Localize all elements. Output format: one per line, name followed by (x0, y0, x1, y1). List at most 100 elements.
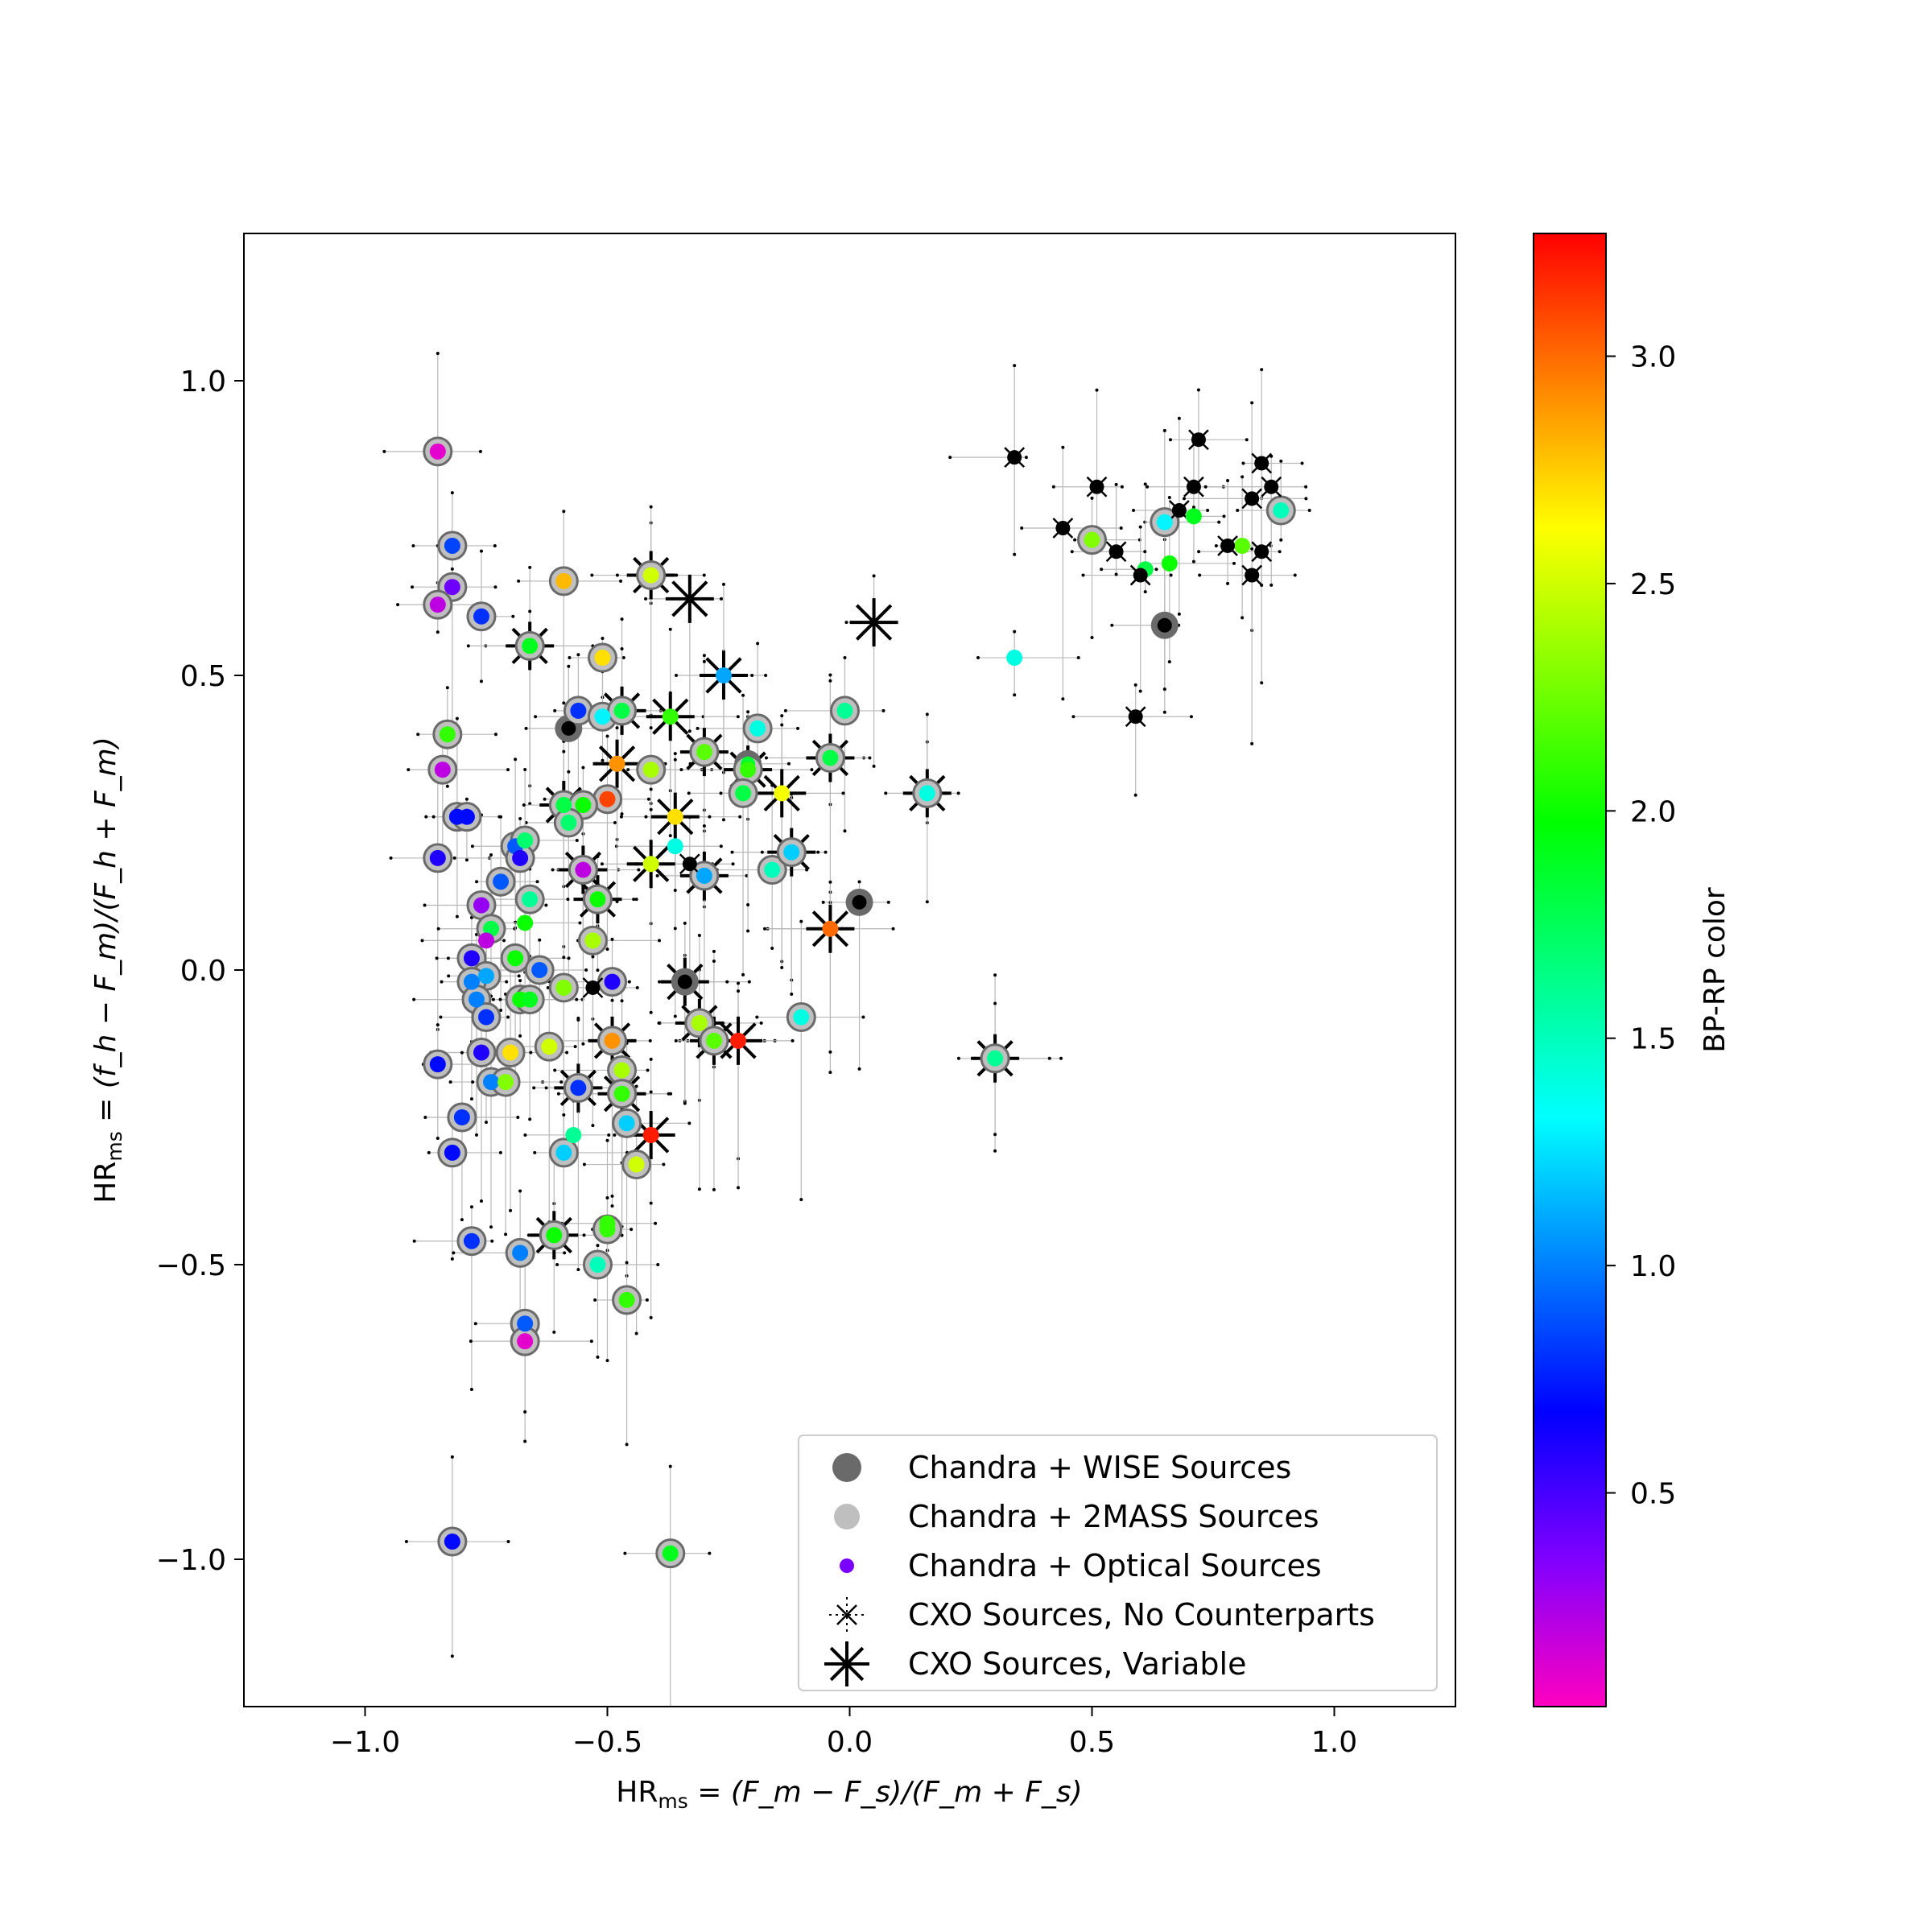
2mass-source-color-dot (439, 726, 456, 743)
2mass-source-color-dot (642, 762, 659, 778)
2mass-source-color-dot (429, 597, 446, 613)
wise-source-color-dot (1157, 617, 1172, 633)
optical-source-marker (667, 838, 683, 855)
no-counterpart-dot (1128, 709, 1143, 724)
legend-2mass-icon (834, 1504, 860, 1530)
no-counterpart-dot (1254, 544, 1269, 559)
2mass-source-color-dot (429, 443, 446, 460)
2mass-source-color-dot (517, 1315, 534, 1332)
2mass-source-color-dot (584, 932, 601, 949)
colorbar-tick-label: 3.0 (1630, 341, 1676, 374)
2mass-source-color-dot (555, 1144, 572, 1161)
error-bar (1214, 479, 1244, 585)
x-axis-label: HRms = (F_m − F_s)/(F_m + F_s) (616, 1776, 1082, 1813)
optical-source-marker (1185, 508, 1202, 525)
no-counterpart-dot (1171, 503, 1187, 518)
2mass-source-color-dot (613, 1062, 630, 1079)
no-counterpart-dot (1007, 450, 1022, 465)
2mass-source-color-dot (502, 1044, 519, 1061)
x-tick-label: 1.0 (1311, 1726, 1357, 1759)
colorbar-tick-label: 0.5 (1630, 1478, 1676, 1511)
2mass-source-color-dot (517, 832, 534, 848)
x-tick-label: 0.5 (1069, 1726, 1115, 1759)
legend-entry: Chandra + 2MASS Sources (834, 1499, 1319, 1534)
error-bar (382, 352, 482, 584)
no-counterpart-dot (585, 980, 601, 995)
2mass-source-color-dot (429, 1056, 446, 1073)
2mass-source-color-dot (473, 608, 489, 625)
no-counterpart-dot (1089, 479, 1104, 494)
2mass-source-color-dot (740, 762, 757, 778)
no-counterpart-dot (1245, 491, 1260, 506)
2mass-source-color-dot (546, 1227, 563, 1244)
optical-source-marker (1234, 537, 1251, 554)
error-bar (615, 505, 679, 730)
2mass-source-color-dot (691, 1014, 708, 1031)
2mass-source-color-dot (613, 1085, 630, 1102)
error-bar (553, 979, 650, 1228)
legend-label: Chandra + Optical Sources (908, 1548, 1322, 1583)
2mass-source-color-dot (444, 1144, 460, 1161)
legend-entry: CXO Sources, No Counterparts (829, 1597, 1375, 1633)
2mass-source-color-dot (468, 991, 485, 1008)
colorbar-tick-label: 1.5 (1630, 1023, 1676, 1056)
colorbar-gradient (1533, 233, 1607, 1707)
optical-source-marker (642, 1126, 659, 1143)
error-bar (707, 989, 795, 1190)
error-bar (623, 1464, 712, 1707)
error-bar (1203, 454, 1308, 587)
2mass-source-color-dot (555, 797, 572, 814)
2mass-source-color-dot (662, 1545, 679, 1562)
optical-source-marker (822, 920, 839, 937)
legend-box (798, 1435, 1438, 1691)
error-bar (1020, 445, 1123, 701)
2mass-source-color-dot (555, 979, 572, 996)
2mass-source-color-dot (444, 579, 460, 596)
no-counterpart-dot (1133, 568, 1148, 583)
y-axis-label: HRms = (f_h − F_m)/(F_h + F_m) (89, 737, 126, 1203)
legend-label: Chandra + 2MASS Sources (908, 1499, 1319, 1534)
2mass-source-color-dot (444, 537, 460, 554)
2mass-source-color-dot (463, 973, 480, 990)
error-bar (1073, 496, 1141, 639)
2mass-source-color-dot (570, 1080, 587, 1096)
2mass-source-color-dot (783, 844, 800, 861)
legend: Chandra + WISE Sources Chandra + 2MASS So… (798, 1435, 1438, 1691)
error-bar (678, 981, 777, 1161)
y-tick-label: −0.5 (156, 1249, 226, 1282)
error-bar (1051, 388, 1124, 547)
error-bar (760, 792, 820, 997)
2mass-source-color-dot (589, 1257, 606, 1273)
wise-source-color-dot (677, 974, 692, 989)
2mass-source-color-dot (434, 762, 451, 778)
error-bar (517, 510, 623, 705)
2mass-source-color-dot (458, 808, 475, 825)
2mass-source-color-dot (473, 897, 489, 914)
optical-source-marker (565, 1126, 582, 1143)
error-bar (1081, 525, 1173, 693)
2mass-source-color-dot (589, 891, 606, 908)
y-tick-label: −1.0 (156, 1544, 226, 1577)
error-bar (407, 730, 510, 870)
2mass-source-color-dot (522, 991, 539, 1008)
error-bar (1143, 428, 1221, 691)
legend-label: CXO Sources, No Counterparts (908, 1597, 1375, 1633)
y-tick-label: 0.0 (180, 955, 226, 988)
optical-source-marker (1006, 650, 1023, 667)
2mass-source-color-dot (618, 1115, 635, 1132)
2mass-source-color-dot (987, 1050, 1004, 1067)
variable-source-marker (665, 574, 714, 623)
legend-entry: CXO Sources, Variable (824, 1641, 1246, 1686)
optical-source-marker (774, 785, 791, 802)
no-counterpart-dot (1264, 479, 1279, 494)
2mass-source-color-dot (705, 1032, 722, 1049)
error-bar (404, 1455, 510, 1658)
2mass-source-color-dot (517, 1333, 534, 1350)
2mass-source-color-dot (463, 1232, 480, 1249)
2mass-source-color-dot (618, 1291, 635, 1308)
error-bar (1071, 683, 1193, 797)
optical-source-marker (517, 914, 534, 931)
2mass-source-color-dot (512, 1245, 529, 1261)
legend-optical-icon (840, 1558, 854, 1573)
2mass-source-color-dot (478, 968, 494, 985)
